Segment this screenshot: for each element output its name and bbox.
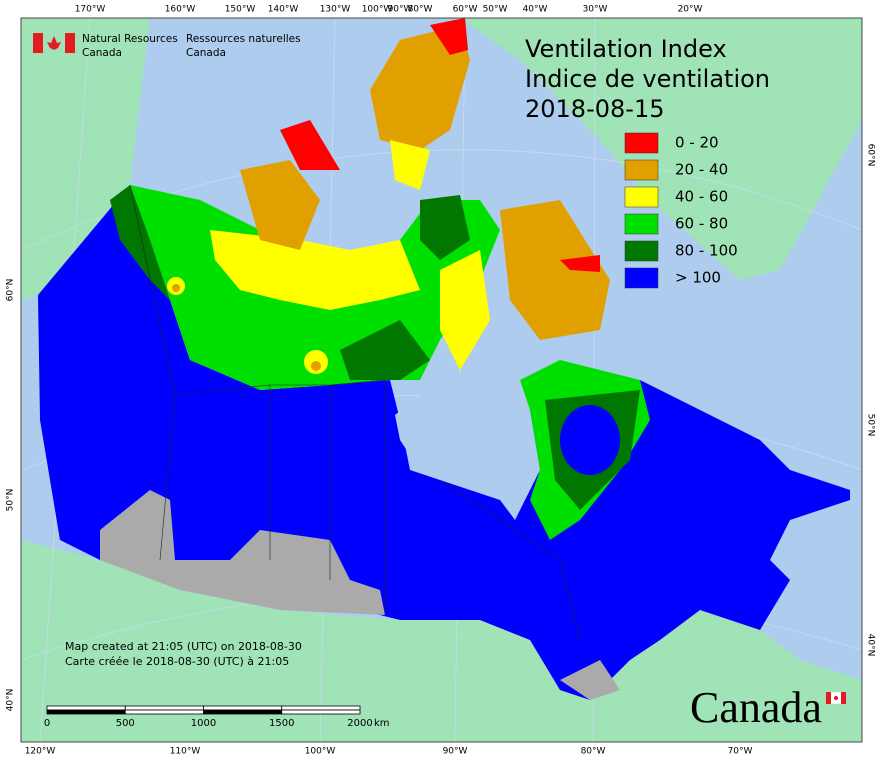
scale-segment — [124, 705, 204, 711]
legend-swatch — [624, 132, 659, 154]
lat-label: 40°N — [866, 634, 876, 657]
agency-name: Canada — [186, 47, 226, 59]
lon-label: 150°W — [225, 5, 256, 15]
lon-label: 90°W — [388, 5, 413, 15]
wordmark: Canada — [690, 683, 822, 732]
scale-segment — [281, 709, 361, 715]
lon-label: 100°W — [305, 747, 336, 757]
scale-label: 2000 — [347, 718, 372, 729]
scale-segment — [46, 705, 126, 711]
lon-label: 120°W — [25, 747, 56, 757]
lon-label: 60°W — [453, 5, 478, 15]
lon-label: 140°W — [268, 5, 299, 15]
agency-flag — [33, 33, 75, 53]
legend-label: 60 - 80 — [675, 215, 728, 233]
lon-label: 70°W — [728, 747, 753, 757]
lat-label: 60°N — [6, 279, 16, 302]
lon-label: 160°W — [165, 5, 196, 15]
lon-label: 170°W — [75, 5, 106, 15]
scale-segment — [203, 709, 283, 715]
lon-label: 110°W — [170, 747, 201, 757]
title: Indice de ventilation — [525, 65, 770, 93]
scale-label: 0 — [44, 718, 50, 729]
province-borders — [129, 184, 581, 641]
legend-label: > 100 — [675, 269, 721, 287]
lon-label: 30°W — [583, 5, 608, 15]
lon-label: 20°W — [678, 5, 703, 15]
lat-label: 50°N — [866, 414, 876, 437]
credit: Map created at 21:05 (UTC) on 2018-08-30 — [65, 640, 302, 653]
lon-label: 80°W — [408, 5, 433, 15]
lat-label: 40°N — [6, 689, 16, 712]
foreign-land — [21, 18, 862, 742]
legend-label: 80 - 100 — [675, 242, 738, 260]
scale-segment — [203, 705, 283, 711]
agency-name: Ressources naturelles — [186, 33, 301, 45]
lon-label: 50°W — [483, 5, 508, 15]
lat-label: 50°N — [6, 489, 16, 512]
lon-label: 40°W — [523, 5, 548, 15]
legend-label: 0 - 20 — [675, 134, 719, 152]
legend-swatch — [624, 267, 659, 289]
lon-label: 100°W — [362, 5, 393, 15]
scale-unit: km — [374, 718, 390, 729]
scale-label: 1000 — [191, 718, 216, 729]
scale-segment — [46, 709, 126, 715]
agency-name: Natural Resources — [82, 33, 178, 45]
lat-label: 60°N — [866, 144, 876, 167]
scale-segment — [281, 705, 361, 711]
scale-label: 500 — [116, 718, 135, 729]
legend-swatch — [624, 240, 659, 262]
title: Ventilation Index — [525, 35, 727, 63]
wordmark-flag — [825, 691, 847, 705]
scale-label: 1500 — [269, 718, 294, 729]
agency-name: Canada — [82, 47, 122, 59]
credit: Carte créée le 2018-08-30 (UTC) à 21:05 — [65, 655, 289, 668]
lon-label: 80°W — [581, 747, 606, 757]
index-zones — [38, 18, 850, 700]
legend-swatch — [624, 159, 659, 181]
frame — [20, 17, 863, 743]
title: 2018-08-15 — [525, 95, 664, 123]
legend-label: 20 - 40 — [675, 161, 728, 179]
scale-segment — [124, 709, 204, 715]
legend-swatch — [624, 186, 659, 208]
legend-swatch — [624, 213, 659, 235]
lon-label: 90°W — [443, 747, 468, 757]
lon-label: 130°W — [320, 5, 351, 15]
legend-label: 40 - 60 — [675, 188, 728, 206]
